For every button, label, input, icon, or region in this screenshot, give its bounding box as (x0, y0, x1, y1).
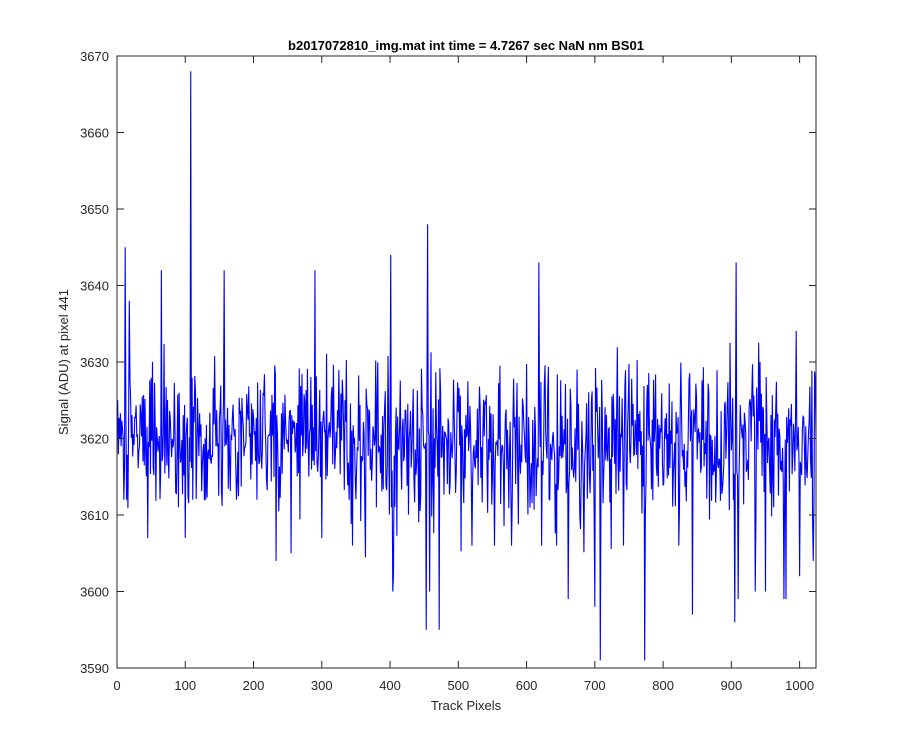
y-tick-label: 3630 (80, 355, 109, 370)
x-tick-label: 100 (174, 678, 196, 693)
plot-area (117, 56, 816, 668)
signal-series-line (117, 71, 817, 661)
x-tick-label: 600 (516, 678, 538, 693)
x-tick-label: 700 (584, 678, 606, 693)
y-tick-label: 3670 (80, 49, 109, 64)
y-tick-label: 3640 (80, 279, 109, 294)
y-tick-label: 3660 (80, 126, 109, 141)
x-tick-label: 900 (721, 678, 743, 693)
chart-title: b2017072810_img.mat int time = 4.7267 se… (288, 38, 644, 53)
series-group (117, 71, 817, 661)
x-tick-label: 500 (447, 678, 469, 693)
y-tick-label: 3610 (80, 508, 109, 523)
x-tick-label: 200 (243, 678, 265, 693)
y-tick-label: 3620 (80, 432, 109, 447)
ticks-group: 0 100 200 300 400 500 600 700 800 900 1000 3590 3600… (80, 49, 816, 693)
x-tick-label: 0 (113, 678, 120, 693)
x-tick-label: 400 (379, 678, 401, 693)
x-tick-label: 300 (311, 678, 333, 693)
x-tick-label: 800 (652, 678, 674, 693)
y-axis-label: Signal (ADU) at pixel 441 (56, 289, 71, 435)
x-axis-label: Track Pixels (431, 698, 502, 713)
y-tick-label: 3590 (80, 661, 109, 676)
y-tick-label: 3650 (80, 202, 109, 217)
y-tick-label: 3600 (80, 585, 109, 600)
x-tick-label: 1000 (785, 678, 814, 693)
